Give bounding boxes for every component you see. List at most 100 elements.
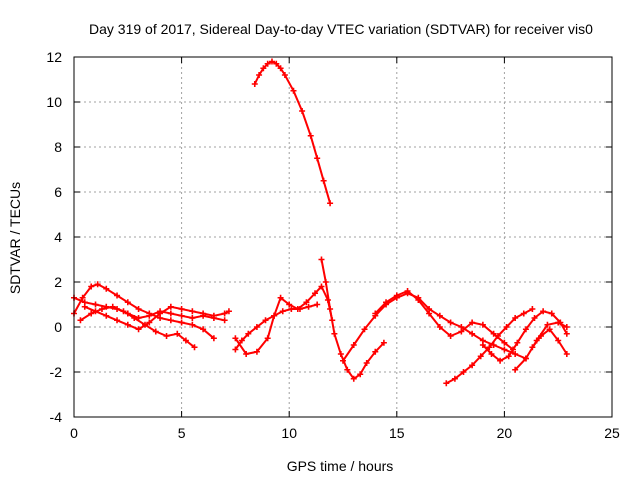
data-point: [163, 333, 170, 339]
data-point: [225, 308, 232, 315]
data-point: [264, 60, 271, 67]
data-point: [436, 312, 443, 319]
data-point: [299, 108, 306, 114]
data-point: [98, 306, 105, 312]
data-point: [344, 366, 351, 373]
data-point: [232, 346, 239, 353]
data-point: [253, 324, 260, 330]
data-point: [182, 337, 189, 344]
data-point: [563, 330, 570, 337]
data-point: [460, 369, 467, 375]
data-point: [200, 310, 207, 317]
data-point: [271, 312, 278, 319]
data-point: [522, 326, 529, 333]
data-point: [469, 330, 476, 337]
data-point: [479, 321, 486, 328]
data-point: [555, 319, 562, 326]
data-point: [340, 357, 346, 364]
y-tick-label: 0: [54, 319, 62, 335]
x-tick-label: 10: [281, 425, 297, 441]
x-tick-label: 0: [70, 425, 78, 441]
data-point: [167, 317, 174, 324]
data-point: [290, 87, 297, 94]
data-point: [322, 279, 329, 285]
series-arc-11: [443, 306, 536, 387]
x-axis-label: GPS time / hours: [287, 458, 394, 474]
y-axis-label: SDTVAR / TECUs: [7, 182, 23, 294]
data-point: [383, 299, 390, 306]
series-line: [374, 290, 514, 351]
data-point: [426, 310, 433, 317]
y-tick-label: 4: [54, 229, 62, 245]
data-point: [174, 330, 181, 337]
data-point: [312, 290, 319, 297]
data-point: [200, 326, 207, 333]
data-point: [221, 310, 228, 317]
data-point: [178, 319, 185, 326]
data-point: [488, 351, 495, 357]
y-tick-label: -4: [50, 409, 63, 425]
data-point: [372, 310, 379, 317]
y-tick-labels: -4 -2 0 2 4 6 8 10 12: [46, 49, 62, 425]
data-point: [157, 310, 164, 317]
series-arc-2: [71, 281, 217, 342]
y-tick-label: 10: [46, 94, 62, 110]
data-point: [531, 315, 538, 321]
data-point: [501, 339, 508, 346]
series-arc-13: [512, 319, 570, 373]
x-tick-labels: 0 5 10 15 20 25: [70, 425, 620, 441]
data-point: [238, 337, 245, 344]
data-point: [546, 326, 553, 333]
y-tick-label: 12: [46, 49, 62, 65]
x-tick-label: 20: [497, 425, 513, 441]
data-point: [314, 155, 321, 162]
data-point: [486, 344, 493, 351]
y-tick-label: 2: [54, 274, 62, 290]
data-point: [124, 299, 131, 306]
data-point: [497, 357, 504, 364]
data-point: [393, 292, 400, 299]
x-tick-label: 5: [178, 425, 186, 441]
data-point: [167, 303, 174, 310]
data-point: [273, 60, 280, 67]
data-point: [167, 310, 174, 317]
data-point: [232, 335, 239, 342]
data-point: [253, 348, 260, 355]
data-point: [279, 308, 286, 315]
data-point: [477, 353, 484, 360]
grid-lines: [74, 57, 612, 417]
data-point: [124, 321, 131, 328]
data-point: [260, 65, 267, 72]
data-point: [277, 294, 284, 301]
data-point: [94, 281, 101, 288]
data-point: [256, 72, 263, 78]
data-point: [88, 310, 95, 317]
y-tick-label: 6: [54, 184, 62, 200]
series-line: [234, 285, 334, 355]
data-point: [307, 132, 314, 139]
data-point: [131, 315, 138, 321]
data-point: [277, 65, 284, 72]
data-point: [503, 324, 510, 330]
data-point: [331, 330, 338, 337]
data-point: [303, 299, 310, 306]
data-point: [520, 310, 527, 317]
series-arc-6: [232, 283, 336, 357]
y-tick-label: -2: [50, 364, 63, 380]
data-point: [103, 285, 110, 292]
data-point: [103, 312, 110, 319]
data-point: [114, 317, 121, 324]
data-point: [152, 328, 159, 335]
data-point: [79, 294, 86, 301]
data-point: [443, 380, 450, 387]
series-line: [531, 328, 568, 355]
data-point: [146, 310, 153, 317]
data-point: [281, 72, 288, 78]
data-point: [191, 344, 198, 351]
data-point: [189, 321, 196, 328]
data-point: [327, 200, 334, 207]
data-point: [350, 342, 357, 348]
data-point: [178, 306, 185, 312]
data-point: [92, 308, 99, 315]
